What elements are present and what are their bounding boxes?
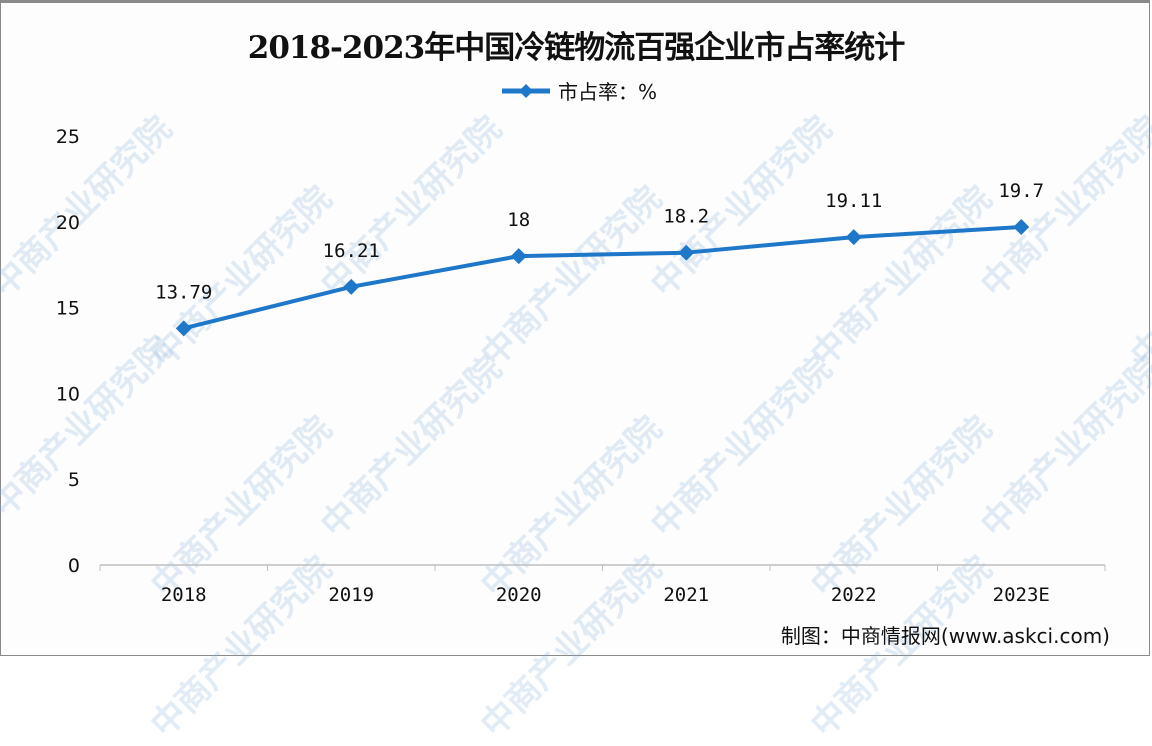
y-tick-label: 20 xyxy=(56,212,80,234)
data-point-marker xyxy=(678,244,695,261)
y-tick-label: 15 xyxy=(56,298,80,320)
legend: 市占率：% xyxy=(500,76,657,105)
y-tick-label: 5 xyxy=(68,469,80,491)
data-point-marker xyxy=(1013,218,1030,235)
data-label: 19.11 xyxy=(825,190,882,212)
y-tick-label: 0 xyxy=(68,555,80,577)
data-label: 18 xyxy=(507,209,530,231)
data-label: 16.21 xyxy=(323,240,380,262)
y-tick-label: 25 xyxy=(56,126,80,148)
x-tick-label: 2021 xyxy=(663,584,709,606)
data-point-marker xyxy=(343,278,360,295)
line-chart: 2018 2019 2020 2021 2022 2023E 0 5 10 15 20 25 13.79… xyxy=(56,126,1106,606)
series-line xyxy=(183,224,1022,331)
data-point-marker xyxy=(175,320,192,337)
data-label: 18.2 xyxy=(663,206,709,228)
x-tick-label: 2018 xyxy=(161,584,207,606)
x-tick-label: 2022 xyxy=(831,584,877,606)
data-point-marker xyxy=(845,229,862,246)
chart-title: 2018-2023年中国冷链物流百强企业市占率统计 xyxy=(247,30,905,66)
legend-line-diamond-icon xyxy=(502,83,550,98)
source-note: 制图：中商情报网(www.askci.com) xyxy=(780,624,1110,648)
x-tick-label: 2020 xyxy=(496,584,542,606)
data-label: 13.79 xyxy=(155,281,212,303)
legend-label: 市占率：% xyxy=(558,80,658,104)
x-tick-label: 2019 xyxy=(328,584,374,606)
data-point-marker xyxy=(510,248,527,265)
data-label: 19.7 xyxy=(998,180,1044,202)
y-tick-label: 10 xyxy=(56,383,80,405)
x-tick-label: 2023E xyxy=(993,584,1050,606)
